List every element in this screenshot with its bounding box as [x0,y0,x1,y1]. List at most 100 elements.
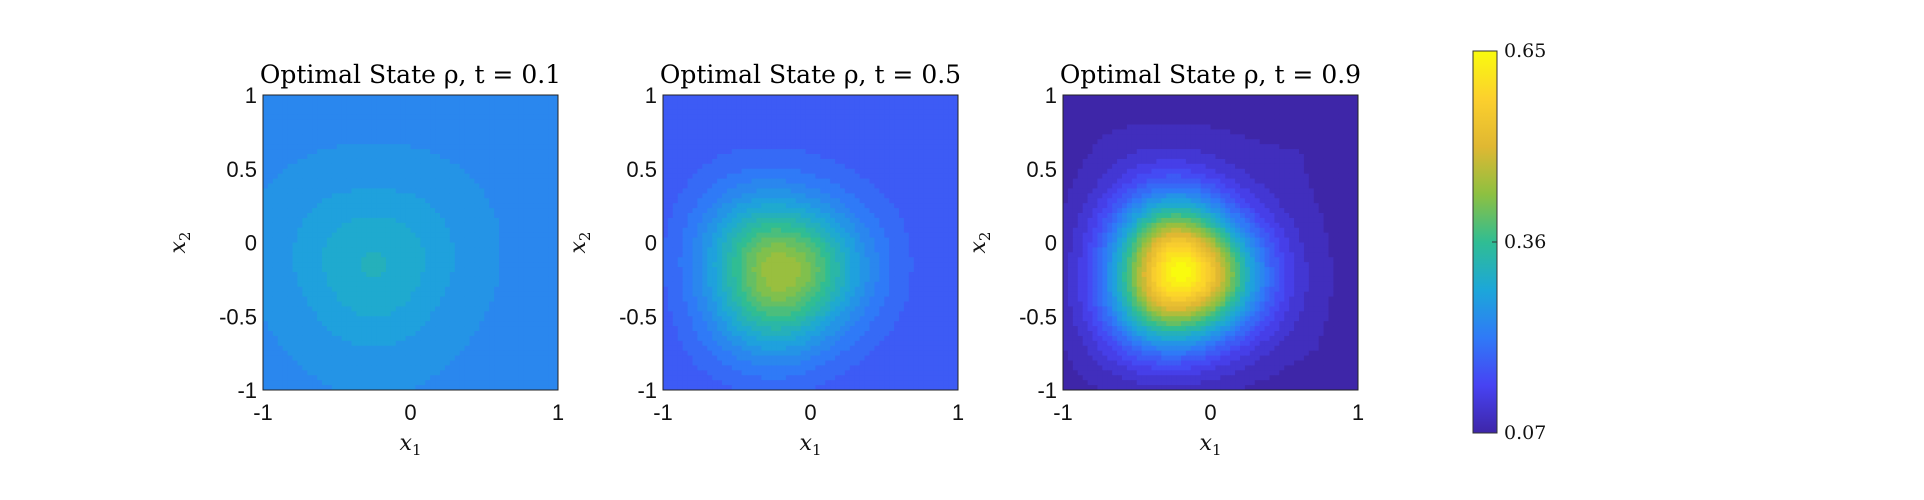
heatmap-cell [420,104,426,111]
heatmap-cell [277,321,284,327]
heatmap-cell [287,227,294,234]
heatmap-cell [351,276,358,283]
heatmap-cell [474,385,480,390]
heatmap-cell [459,99,466,106]
heatmap-cell [844,203,851,209]
heatmap-cell [548,134,554,140]
heatmap-cell [469,262,476,268]
heatmap-cell [518,178,525,185]
heatmap-cell [494,242,500,249]
heatmap-cell [800,104,807,111]
heatmap-cell [420,345,426,352]
heatmap-cell [484,257,490,263]
heatmap-cell [489,158,495,165]
heatmap-cell [781,129,787,135]
heatmap-cell [523,355,530,362]
heatmap-cell [361,316,367,322]
heatmap-cell [731,183,738,190]
heatmap-cell [351,222,358,229]
heatmap-cell [263,296,269,303]
heatmap-cell [272,355,279,362]
heatmap-cell [405,345,412,352]
heatmap-cell [484,311,490,317]
heatmap-cell [761,173,767,180]
heatmap-cell [302,316,308,322]
heatmap-cell [272,222,279,229]
heatmap-cell [879,183,885,190]
heatmap-cell [479,129,485,135]
heatmap-cell [444,139,451,145]
heatmap-cell [518,222,525,229]
heatmap-cell [346,203,353,209]
heatmap-cell [440,331,446,337]
heatmap-cell [830,188,836,194]
heatmap-cell [913,168,920,175]
heatmap-cell [884,119,890,126]
heatmap-cell [464,227,471,234]
heatmap-cell [322,124,328,131]
heatmap-cell [869,168,876,175]
heatmap-cell [761,168,767,175]
heatmap-cell [410,247,417,253]
heatmap-cell [341,257,348,263]
heatmap-cell [420,168,426,175]
heatmap-cell [513,262,520,268]
heatmap-cell [292,198,299,204]
heatmap-cell [277,335,284,342]
heatmap-cell [395,257,402,263]
heatmap-cell [440,365,446,371]
heatmap-cell [410,272,417,278]
heatmap-cell [751,109,758,116]
heatmap-cell [341,104,348,111]
heatmap-cell [489,385,495,390]
heatmap-cell [322,154,328,160]
heatmap-cell [331,242,338,249]
heatmap-cell [489,252,495,258]
heatmap-cell [518,370,525,376]
heatmap-cell [312,188,318,194]
heatmap-cell [277,311,284,317]
heatmap-cell [518,350,525,357]
heatmap-cell [317,306,323,312]
heatmap-cell [781,168,787,175]
heatmap-cell [682,99,689,106]
heatmap-cell [489,178,495,185]
heatmap-cell [795,139,802,145]
heatmap-cell [948,173,954,180]
heatmap-cell [277,301,284,308]
heatmap-cell [513,95,520,101]
heatmap-cell [381,114,387,121]
heatmap-cell [449,203,456,209]
heatmap-cell [726,99,733,106]
heatmap-cell [736,144,743,150]
heatmap-cell [440,370,446,376]
heatmap-cell [287,149,294,155]
heatmap-cell [761,158,767,165]
heatmap-cell [879,198,885,204]
heatmap-cell [474,95,480,101]
heatmap-cell [440,257,446,263]
heatmap-cell [503,385,510,390]
heatmap-cell [336,360,343,367]
heatmap-cell [499,99,505,106]
heatmap-cell [464,267,471,273]
heatmap-cell [307,124,313,131]
heatmap-cell [523,198,530,204]
heatmap-cell [761,134,767,140]
heatmap-cell [297,355,303,362]
heatmap-cell [538,272,544,278]
heatmap-cell [361,129,367,135]
heatmap-cell [712,173,718,180]
heatmap-cell [805,139,812,145]
heatmap-cell [322,316,328,322]
heatmap-cell [307,370,313,376]
heatmap-cell [499,144,505,150]
heatmap-cell [722,144,728,150]
heatmap-cell [292,227,299,234]
heatmap-cell [287,380,294,386]
heatmap-cell [464,360,471,367]
heatmap-cell [322,114,328,121]
heatmap-cell [444,222,451,229]
heatmap-cell [435,375,441,381]
heatmap-cell [913,188,920,194]
